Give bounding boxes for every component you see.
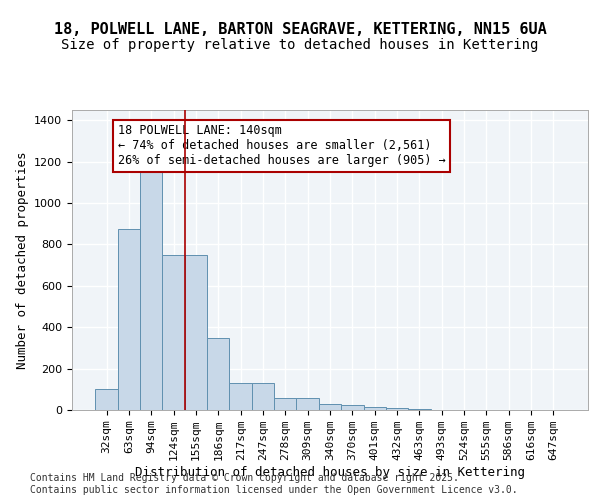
- Bar: [296, 398, 319, 410]
- Bar: [408, 409, 431, 410]
- Bar: [207, 338, 229, 410]
- Bar: [319, 404, 341, 410]
- Y-axis label: Number of detached properties: Number of detached properties: [16, 151, 29, 369]
- Text: 18 POLWELL LANE: 140sqm
← 74% of detached houses are smaller (2,561)
26% of semi: 18 POLWELL LANE: 140sqm ← 74% of detache…: [118, 124, 446, 168]
- Bar: [274, 398, 296, 410]
- Text: Size of property relative to detached houses in Kettering: Size of property relative to detached ho…: [61, 38, 539, 52]
- Bar: [185, 255, 207, 410]
- Bar: [118, 229, 140, 410]
- Bar: [140, 171, 163, 410]
- Text: 18, POLWELL LANE, BARTON SEAGRAVE, KETTERING, NN15 6UA: 18, POLWELL LANE, BARTON SEAGRAVE, KETTE…: [53, 22, 547, 38]
- Bar: [252, 383, 274, 410]
- Bar: [95, 390, 118, 410]
- Bar: [386, 408, 408, 410]
- Text: Contains HM Land Registry data © Crown copyright and database right 2025.
Contai: Contains HM Land Registry data © Crown c…: [30, 474, 518, 495]
- Bar: [341, 405, 364, 410]
- Bar: [163, 255, 185, 410]
- Bar: [229, 383, 252, 410]
- X-axis label: Distribution of detached houses by size in Kettering: Distribution of detached houses by size …: [135, 466, 525, 479]
- Bar: [364, 407, 386, 410]
